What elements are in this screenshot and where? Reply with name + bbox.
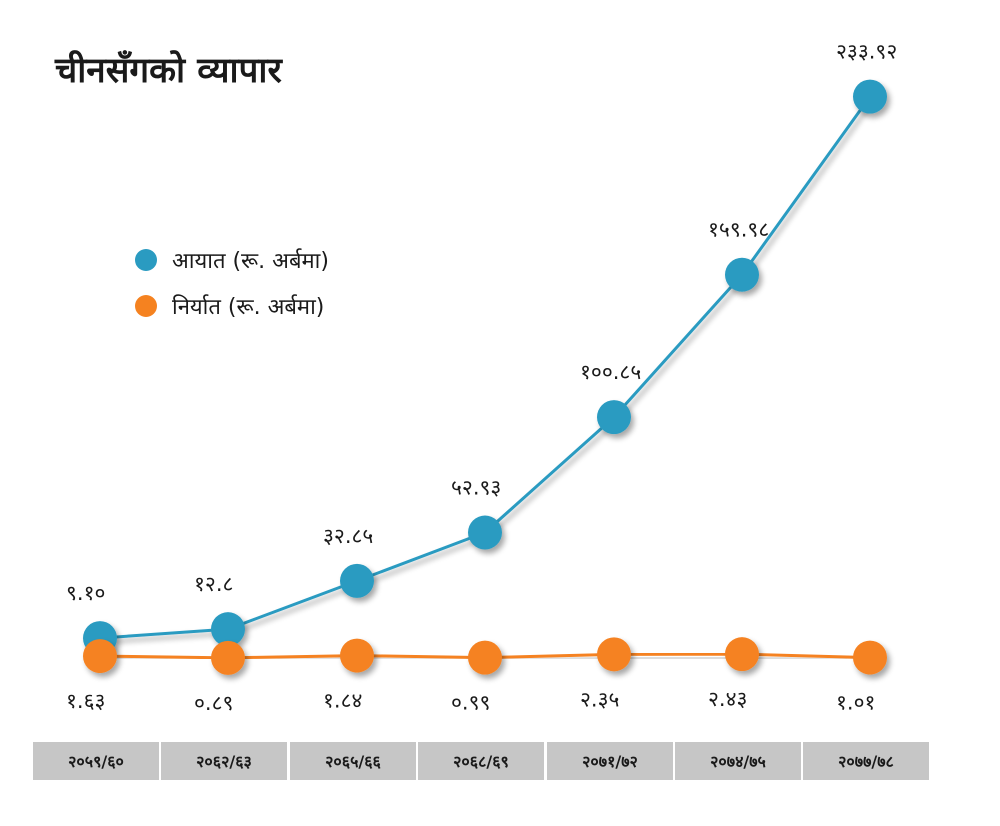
data-point	[468, 515, 502, 550]
category-label: २०७१/७२	[582, 752, 638, 771]
category-box	[418, 742, 544, 780]
data-point	[211, 612, 245, 647]
category-label: २०५९/६०	[68, 752, 124, 771]
category-label: २०६२/६३	[196, 752, 252, 771]
category-box	[33, 742, 159, 780]
legend-marker-imports	[135, 249, 157, 271]
category-label: २०६८/६९	[453, 752, 509, 771]
data-label: १.६३	[66, 689, 105, 713]
category-box	[290, 742, 416, 780]
data-label: ०.८९	[194, 691, 233, 715]
data-label: १.०१	[836, 691, 875, 715]
chart-title: चीनसँगको व्यापार	[54, 50, 283, 91]
category-axis: २०५९/६० २०६२/६३ २०६५/६६ २०६८/६९ २०७१/७२ २०७४/…	[33, 742, 929, 780]
category-box	[675, 742, 801, 780]
data-label: २३३.९२	[836, 40, 897, 64]
data-label: २.४३	[708, 687, 747, 711]
data-point	[597, 400, 631, 435]
category-box	[161, 742, 287, 780]
data-label: २.३५	[580, 687, 619, 711]
series-line-0	[99, 95, 872, 640]
category-box	[803, 742, 929, 780]
data-label: ३२.८५	[323, 524, 373, 548]
legend-label-exports: निर्यात (रू. अर्बमा)	[172, 294, 324, 320]
data-label: १५९.९८	[708, 218, 769, 242]
series-0: ९.१० १२.८ ३२.८५ ५२.९३ १००.८५ १५९.९८ २३३.९२	[66, 40, 897, 656]
category-label: २०७४/७५	[710, 752, 766, 771]
series-layer: ९.१० १२.८ ३२.८५ ५२.९३ १००.८५ १५९.९८ २३३.९२ १.६३…	[66, 40, 897, 715]
data-point	[597, 637, 631, 672]
data-label: १२.८	[194, 572, 233, 596]
data-point	[83, 639, 117, 674]
data-label: १००.८५	[580, 360, 641, 384]
category-label: २०६५/६६	[325, 752, 381, 771]
data-point	[725, 637, 759, 672]
data-point	[340, 563, 374, 598]
data-point	[468, 640, 502, 675]
legend-marker-exports	[135, 295, 157, 317]
data-point	[211, 640, 245, 675]
data-point	[725, 257, 759, 292]
data-label: ५२.९३	[451, 476, 501, 500]
category-label: २०७७/७८	[838, 752, 894, 771]
category-box	[547, 742, 673, 780]
series-1: १.६३ ०.८९ १.८४ ०.९९ २.३५ २.४३ १.०१	[66, 637, 887, 715]
legend-label-imports: आयात (रू. अर्बमा)	[172, 248, 329, 274]
data-label: १.८४	[323, 689, 362, 713]
data-point	[340, 638, 374, 673]
data-label: ९.१०	[66, 581, 105, 605]
data-point	[853, 79, 887, 114]
data-point	[853, 640, 887, 675]
legend: आयात (रू. अर्बमा) निर्यात (रू. अर्बमा)	[135, 248, 329, 320]
data-label: ०.९९	[451, 691, 490, 715]
